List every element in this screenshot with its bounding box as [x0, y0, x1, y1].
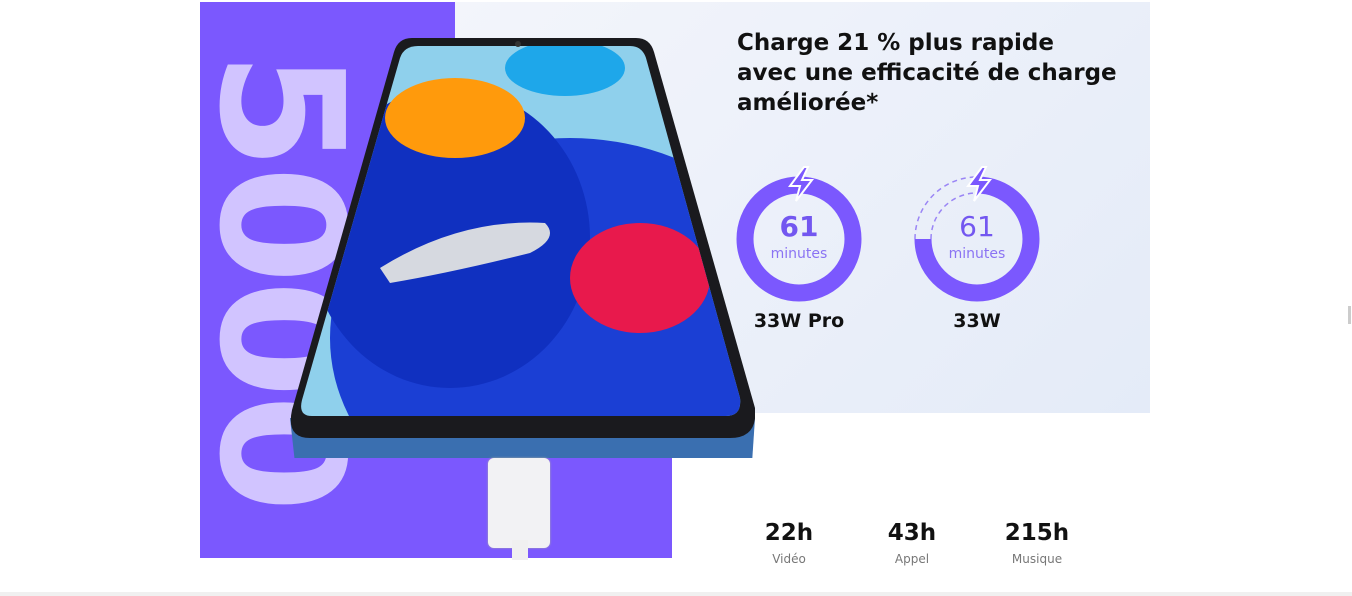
usb-cable-connector [488, 458, 550, 548]
charge-ring-33w-pro: 61 minutes [736, 166, 862, 302]
lightning-icon [966, 166, 993, 202]
headline: Charge 21 % plus rapide avec une efficac… [737, 30, 1117, 116]
scrollbar[interactable] [1348, 306, 1351, 324]
lightning-icon [788, 166, 815, 202]
phone-image [290, 38, 755, 458]
usb-cable [512, 540, 528, 560]
charger-label: 33W Pro [753, 310, 845, 332]
ring-graphic [914, 176, 1040, 302]
stat-call: 43h Appel [887, 520, 937, 566]
charger-label: 33W [953, 310, 1001, 332]
charge-ring-33w: 61 minutes [914, 166, 1040, 302]
stat-video: 22h Vidéo [764, 520, 814, 566]
stat-music: 215h Musique [1004, 520, 1070, 566]
footer-divider [0, 592, 1352, 596]
